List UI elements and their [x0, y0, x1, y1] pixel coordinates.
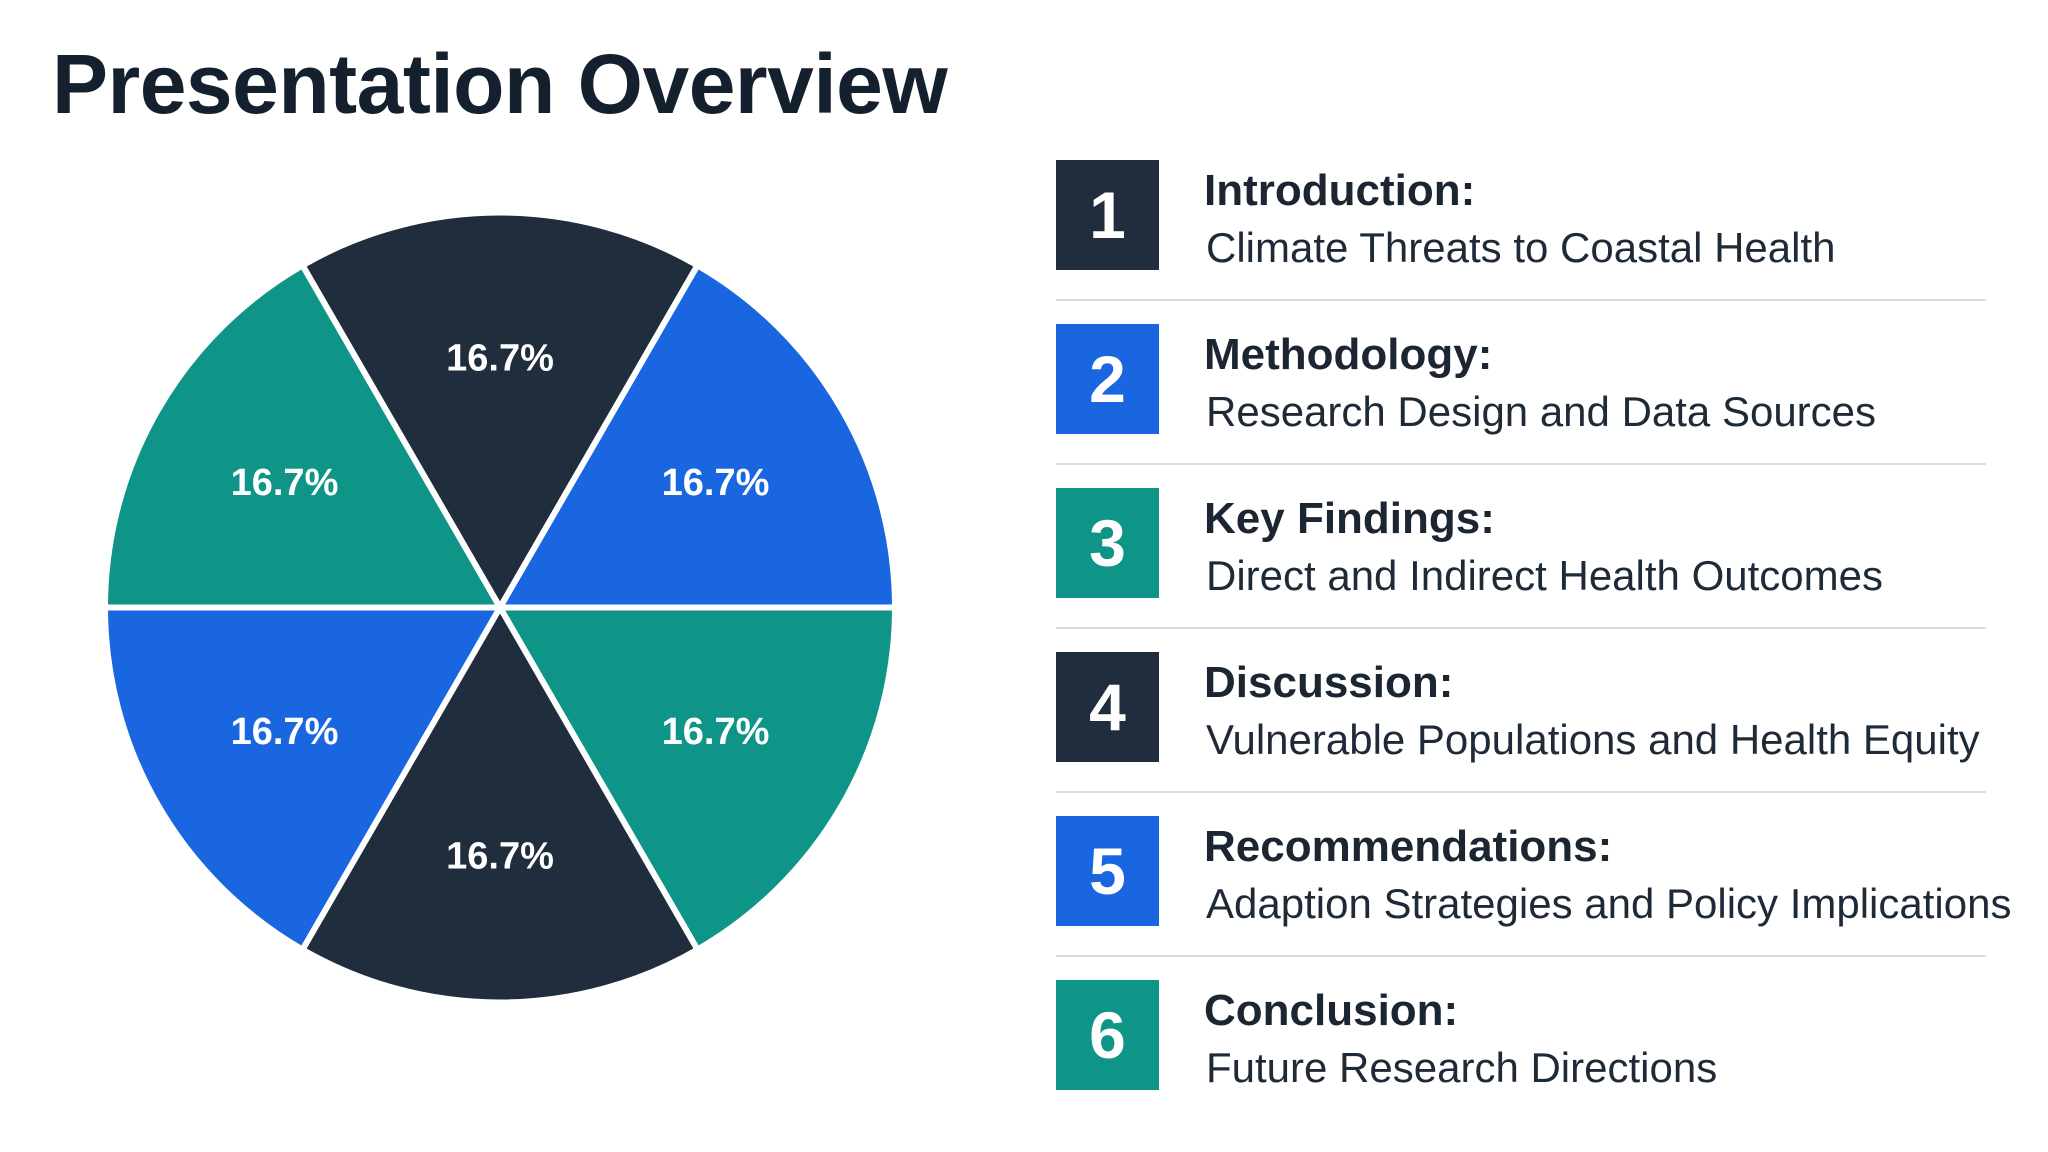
agenda-item-2: 2 Methodology: Research Design and Data … [1056, 324, 1986, 488]
agenda-item-4: 4 Discussion: Vulnerable Populations and… [1056, 652, 1986, 816]
agenda-item-3: 3 Key Findings: Direct and Indirect Heal… [1056, 488, 1986, 652]
pie-slice [299, 209, 701, 611]
agenda-number-box: 5 [1056, 816, 1159, 926]
agenda-item-title: Key Findings: [1204, 494, 1495, 543]
agenda-item-6: 6 Conclusion: Future Research Directions [1056, 980, 1986, 1144]
agenda-item-5: 5 Recommendations: Adaption Strategies a… [1056, 816, 2011, 980]
pie-slice-label: 16.7% [231, 462, 339, 504]
agenda-number-box: 1 [1056, 160, 1159, 270]
agenda-item-1: 1 Introduction: Climate Threats to Coast… [1056, 160, 1986, 324]
agenda-number-box: 4 [1056, 652, 1159, 762]
agenda-divider [1056, 627, 1986, 629]
agenda-item-title: Discussion: [1204, 658, 1454, 707]
agenda-item-title: Recommendations: [1204, 822, 1613, 871]
pie-slice-label: 16.7% [446, 835, 554, 877]
pie-slice [299, 604, 701, 1006]
agenda-item-subtitle: Research Design and Data Sources [1206, 388, 1877, 435]
pie-chart: 16.7% 16.7% 16.7% 16.7% 16.7% 16.7% [100, 200, 900, 1015]
agenda-list: 1 Introduction: Climate Threats to Coast… [1056, 160, 2011, 1100]
pie-slice [102, 604, 503, 953]
agenda-divider [1056, 955, 1986, 957]
agenda-item-subtitle: Vulnerable Populations and Health Equity [1206, 716, 1980, 763]
agenda-number-box: 6 [1056, 980, 1159, 1090]
agenda-item-subtitle: Future Research Directions [1206, 1044, 1718, 1091]
agenda-item-subtitle: Adaption Strategies and Policy Implicati… [1206, 880, 2012, 927]
pie-slice-label: 16.7% [231, 711, 339, 753]
pie-slice [497, 262, 898, 611]
agenda-number-box: 2 [1056, 324, 1159, 434]
agenda-number-box: 3 [1056, 488, 1159, 598]
agenda-divider [1056, 791, 1986, 793]
agenda-item-subtitle: Climate Threats to Coastal Health [1206, 224, 1836, 271]
agenda-item-title: Conclusion: [1204, 986, 1459, 1035]
agenda-divider [1056, 299, 1986, 301]
agenda-item-subtitle: Direct and Indirect Health Outcomes [1206, 552, 1883, 599]
agenda-item-title: Methodology: [1204, 330, 1493, 379]
agenda-item-title: Introduction: [1204, 166, 1476, 215]
pie-slice-label: 16.7% [662, 711, 770, 753]
agenda-divider [1056, 463, 1986, 465]
pie-slice [497, 604, 898, 953]
page-title: Presentation Overview [52, 37, 948, 131]
pie-chart-svg: 16.7% 16.7% 16.7% 16.7% 16.7% 16.7% [102, 209, 898, 1006]
pie-slice [102, 262, 503, 611]
pie-slice-label: 16.7% [662, 462, 770, 504]
pie-slice-label: 16.7% [446, 338, 554, 380]
